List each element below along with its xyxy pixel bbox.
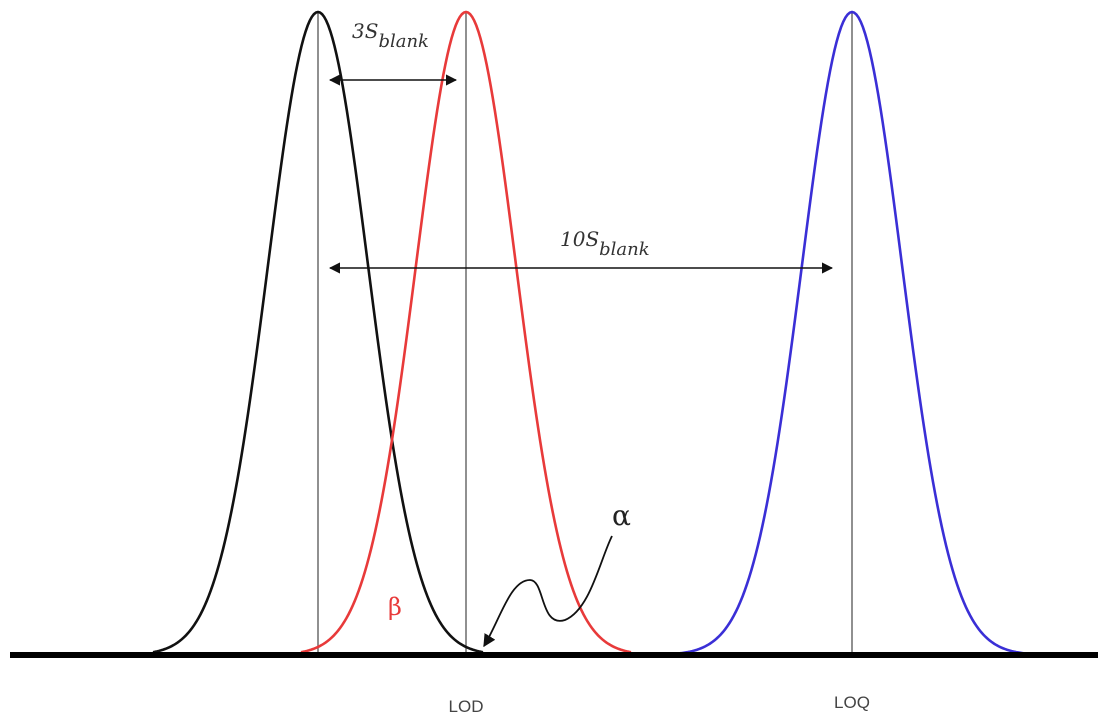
three-s-blank-label: 3Sblank xyxy=(352,19,429,52)
blank-distribution-curve xyxy=(152,10,484,654)
beta-label: β xyxy=(388,593,402,621)
loq-distribution-curve xyxy=(676,10,1028,655)
alpha-pointer-arrow xyxy=(483,535,613,648)
loq-label: LOQ xyxy=(834,693,870,712)
ten-s-blank-label: 10Sblank xyxy=(560,227,650,260)
lod-label: LOD xyxy=(449,697,484,716)
alpha-label: α xyxy=(612,499,631,532)
lod-distribution-curve xyxy=(300,10,632,654)
